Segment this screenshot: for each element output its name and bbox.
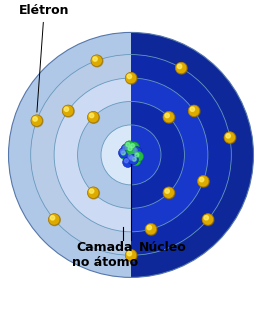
- Circle shape: [226, 134, 230, 138]
- Circle shape: [126, 153, 137, 163]
- Circle shape: [120, 149, 124, 153]
- Circle shape: [130, 156, 134, 160]
- Circle shape: [135, 153, 139, 157]
- Circle shape: [176, 63, 187, 74]
- Circle shape: [127, 74, 132, 79]
- Circle shape: [128, 147, 132, 151]
- Circle shape: [224, 132, 236, 143]
- Circle shape: [165, 189, 169, 193]
- Circle shape: [88, 187, 99, 199]
- Circle shape: [123, 146, 127, 150]
- Circle shape: [128, 155, 138, 165]
- Circle shape: [132, 147, 142, 157]
- Circle shape: [146, 224, 157, 235]
- Circle shape: [49, 214, 60, 225]
- Circle shape: [63, 106, 74, 117]
- Wedge shape: [8, 32, 131, 277]
- Wedge shape: [131, 125, 161, 185]
- Circle shape: [163, 111, 174, 123]
- Circle shape: [177, 64, 182, 69]
- Circle shape: [147, 225, 151, 230]
- Wedge shape: [101, 125, 131, 185]
- Circle shape: [88, 111, 99, 123]
- Wedge shape: [131, 101, 184, 208]
- Circle shape: [225, 132, 236, 144]
- Circle shape: [126, 73, 137, 84]
- Circle shape: [133, 148, 137, 152]
- Circle shape: [89, 113, 94, 118]
- Circle shape: [202, 214, 214, 225]
- Circle shape: [121, 144, 132, 155]
- Circle shape: [91, 55, 102, 66]
- Circle shape: [124, 141, 135, 151]
- Circle shape: [118, 148, 129, 158]
- Circle shape: [129, 142, 139, 152]
- Circle shape: [188, 105, 200, 117]
- Circle shape: [126, 145, 137, 156]
- Circle shape: [91, 55, 103, 67]
- Circle shape: [33, 117, 37, 121]
- Circle shape: [133, 151, 144, 162]
- Circle shape: [125, 250, 137, 261]
- Circle shape: [48, 214, 60, 225]
- Circle shape: [145, 224, 157, 235]
- Circle shape: [50, 216, 55, 220]
- Circle shape: [88, 112, 99, 123]
- Circle shape: [124, 159, 128, 163]
- Circle shape: [163, 112, 175, 123]
- Circle shape: [62, 105, 74, 117]
- Wedge shape: [54, 78, 131, 232]
- Wedge shape: [78, 101, 131, 208]
- Circle shape: [131, 144, 135, 148]
- Circle shape: [89, 189, 94, 193]
- Circle shape: [130, 156, 141, 166]
- Circle shape: [203, 214, 214, 225]
- Circle shape: [119, 149, 130, 160]
- Circle shape: [123, 157, 133, 167]
- Circle shape: [126, 142, 130, 147]
- Circle shape: [176, 62, 187, 74]
- Wedge shape: [131, 32, 254, 277]
- Wedge shape: [101, 125, 131, 185]
- Circle shape: [198, 176, 209, 187]
- Circle shape: [165, 113, 169, 118]
- Text: Elétron: Elétron: [19, 4, 69, 112]
- Wedge shape: [131, 78, 208, 232]
- Circle shape: [31, 115, 42, 126]
- Circle shape: [88, 187, 99, 198]
- Circle shape: [190, 107, 195, 111]
- Wedge shape: [31, 55, 131, 255]
- Circle shape: [121, 151, 125, 155]
- Circle shape: [199, 177, 204, 182]
- Circle shape: [132, 157, 136, 161]
- Text: Núcleo: Núcleo: [139, 241, 187, 254]
- Circle shape: [189, 106, 200, 117]
- Circle shape: [163, 187, 174, 198]
- Circle shape: [93, 57, 97, 61]
- Circle shape: [198, 176, 209, 187]
- Circle shape: [163, 187, 175, 199]
- Circle shape: [127, 252, 132, 256]
- Wedge shape: [131, 55, 231, 255]
- Circle shape: [126, 250, 137, 261]
- Circle shape: [31, 115, 43, 127]
- Wedge shape: [131, 125, 161, 185]
- Circle shape: [128, 155, 132, 159]
- Text: Camada
no átomo: Camada no átomo: [72, 241, 138, 269]
- Circle shape: [64, 107, 69, 111]
- Circle shape: [125, 72, 137, 84]
- Circle shape: [204, 216, 209, 220]
